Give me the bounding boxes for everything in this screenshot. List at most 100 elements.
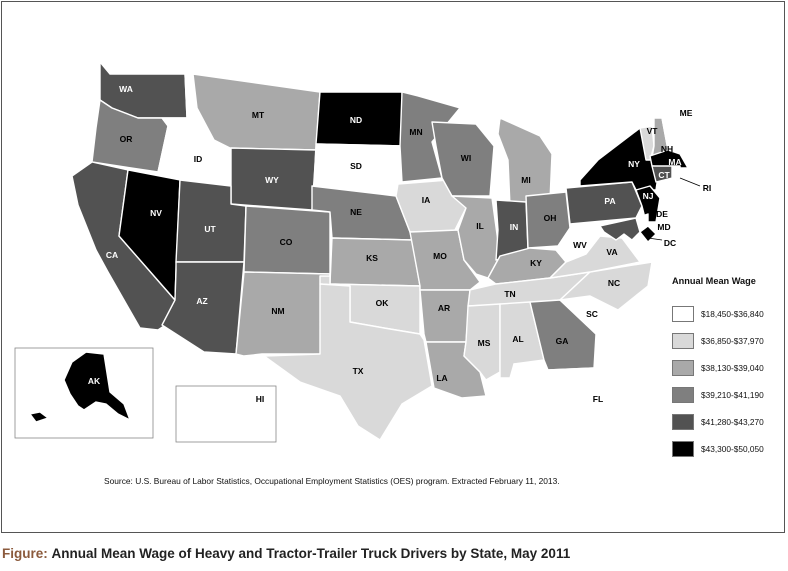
legend-item: $39,210-$41,190 [672,385,784,405]
state-hi-big-island [233,409,257,437]
label-ri: RI [703,183,712,193]
state-dc [639,225,657,243]
label-va: VA [606,247,617,257]
hawaii-inset-box [175,385,277,443]
legend-item: $36,850-$37,970 [672,331,784,351]
state-mi [497,117,553,207]
label-de: DE [656,209,668,219]
legend-label: $36,850-$37,970 [701,336,764,346]
label-md: MD [657,222,670,232]
legend-swatch [672,441,694,457]
legend-swatch [672,387,694,403]
state-ak [63,351,131,421]
state-md [599,217,641,241]
source-note: Source: U.S. Bureau of Labor Statistics,… [104,476,560,486]
label-wy: WY [265,175,279,185]
state-ar [419,289,471,343]
label-ca: CA [106,250,118,260]
dc-leader-line [647,237,663,241]
label-dc: DC [664,238,676,248]
state-ny [579,127,659,191]
label-tn: TN [504,289,515,299]
label-nv: NV [150,208,162,218]
label-ia: IA [422,195,431,205]
label-wv: WV [573,240,587,250]
label-la: LA [436,373,447,383]
label-mi: MI [521,175,530,185]
label-sd: SD [350,161,362,171]
state-ct [651,165,673,183]
caption-title: Annual Mean Wage of Heavy and Tractor-Tr… [51,546,571,561]
label-ok: OK [376,298,390,308]
label-ne: NE [350,207,362,217]
label-oh: OH [544,213,557,223]
legend-label: $41,280-$43,270 [701,417,764,427]
label-al: AL [512,334,523,344]
label-or: OR [120,134,133,144]
label-mo: MO [433,251,447,261]
label-ut: UT [204,224,216,234]
legend-item: $41,280-$43,270 [672,412,784,432]
state-me [659,69,701,151]
label-ga: GA [556,336,569,346]
label-ar: AR [438,303,450,313]
label-me: ME [680,108,693,118]
label-nm: NM [271,306,284,316]
state-fl [513,363,627,449]
state-wv [555,227,601,263]
label-ny: NY [628,159,640,169]
legend-title: Annual Mean Wage [672,276,756,286]
us-choropleth-map: WA OR CA ID NV MT WY UT AZ CO NM ND SD N… [14,62,712,449]
label-ct: CT [658,170,670,180]
state-az [161,261,245,355]
label-wi: WI [461,153,471,163]
state-ri [671,165,681,177]
state-vt [639,125,655,161]
label-ak: AK [88,376,101,386]
label-ky: KY [530,258,542,268]
label-in: IN [510,222,519,232]
legend-swatch [672,306,694,322]
label-nd: ND [350,115,362,125]
label-ma: MA [668,157,681,167]
figure-frame [1,1,785,533]
label-nj: NJ [643,191,654,201]
legend-label: $39,210-$41,190 [701,390,764,400]
legend-swatch [672,360,694,376]
label-pa: PA [604,196,615,206]
legend-label: $43,300-$50,050 [701,444,764,454]
label-tx: TX [353,366,364,376]
label-ms: MS [478,338,491,348]
legend-swatch [672,414,694,430]
state-ak-islands [29,411,49,423]
label-mt: MT [252,110,265,120]
label-hi: HI [256,394,265,404]
caption-prefix: Figure: [2,546,48,561]
label-sc: SC [586,309,598,319]
state-mn [399,91,461,183]
label-vt: VT [647,126,659,136]
legend-swatch [672,333,694,349]
state-nj [635,185,661,223]
label-az: AZ [196,296,207,306]
legend-item: $38,130-$39,040 [672,358,784,378]
legend-label: $38,130-$39,040 [701,363,764,373]
legend-item: $18,450-$36,840 [672,304,784,324]
label-ks: KS [366,253,378,263]
legend-item: $43,300-$50,050 [672,439,784,459]
label-id: ID [194,154,203,164]
figure-caption: Figure: Annual Mean Wage of Heavy and Tr… [2,546,570,561]
state-hi-islands-mid [205,399,223,411]
label-fl: FL [593,394,603,404]
label-mn: MN [409,127,422,137]
label-co: CO [280,237,293,247]
label-wa: WA [119,84,133,94]
state-hi [185,395,197,405]
label-il: IL [476,221,484,231]
label-nc: NC [608,278,620,288]
ri-leader-line [679,177,701,187]
label-nh: NH [661,144,673,154]
state-il [451,195,501,279]
state-wi [431,121,495,197]
state-tx [263,283,433,441]
